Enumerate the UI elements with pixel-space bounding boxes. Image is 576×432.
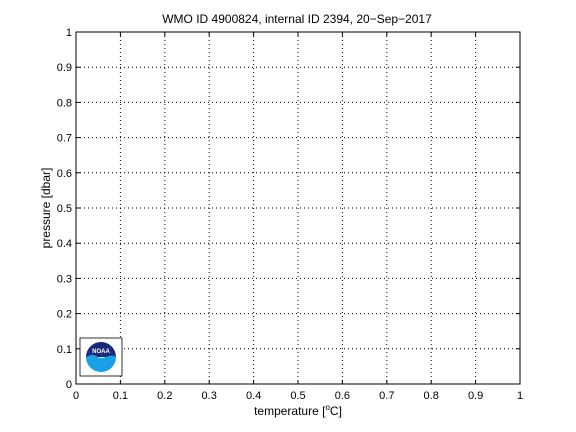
y-axis-label: pressure [dbar]	[39, 168, 53, 249]
grid	[76, 32, 520, 384]
y-tick-label: 0.5	[57, 203, 72, 215]
y-tick-label: 0.9	[57, 62, 72, 74]
x-tick-label: 0.6	[335, 390, 350, 402]
x-tick-label: 0.4	[246, 390, 261, 402]
noaa-logo: NOAA	[79, 337, 123, 377]
x-tick-label: 0.8	[424, 390, 439, 402]
y-tick-label: 0	[66, 379, 72, 391]
plot-frame	[75, 31, 521, 385]
x-tick-label: 0.9	[468, 390, 483, 402]
y-tick-label: 0.1	[57, 344, 72, 356]
x-tick-label: 0.5	[290, 390, 305, 402]
x-tick-label: 0.1	[113, 390, 128, 402]
x-tick-label: 0.2	[157, 390, 172, 402]
x-tick-label: 1	[517, 390, 523, 402]
x-axis: 0 0.1 0.2 0.3 0.4 0.5 0.6 0.7 0.8 0.9 1	[73, 32, 523, 402]
y-tick-label: 0.3	[57, 273, 72, 285]
y-tick-label: 0.6	[57, 168, 72, 180]
y-tick-label: 0.2	[57, 309, 72, 321]
y-tick-label: 0.7	[57, 133, 72, 145]
x-tick-label: 0.7	[379, 390, 394, 402]
y-tick-label: 0.4	[57, 238, 72, 250]
y-tick-label: 0.8	[57, 97, 72, 109]
x-axis-label: temperature [oC]	[254, 403, 342, 418]
x-tick-label: 0.3	[202, 390, 217, 402]
chart-title: WMO ID 4900824, internal ID 2394, 20−Sep…	[162, 12, 432, 26]
y-tick-label: 1	[66, 27, 72, 39]
y-axis: 0 0.1 0.2 0.3 0.4 0.5 0.6 0.7 0.8 0.9 1	[57, 27, 520, 391]
x-tick-label: 0	[73, 390, 79, 402]
logo-text: NOAA	[92, 349, 110, 355]
